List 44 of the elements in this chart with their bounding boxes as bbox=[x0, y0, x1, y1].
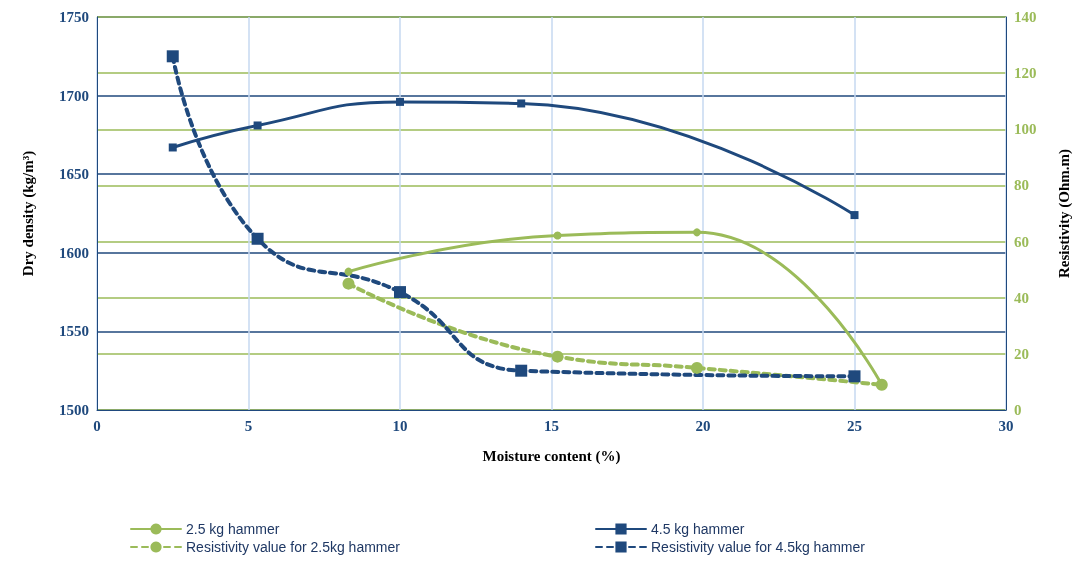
point bbox=[848, 370, 861, 383]
legend-label: 4.5 kg hammer bbox=[651, 521, 745, 537]
y-tick-label: 1750 bbox=[59, 9, 89, 25]
point bbox=[168, 143, 177, 152]
x-tick-label: 5 bbox=[244, 417, 253, 434]
y-tick-label: 1600 bbox=[59, 244, 89, 261]
legend-label: Resistivity value for 4.5kg hammer bbox=[651, 539, 866, 555]
point bbox=[344, 267, 353, 276]
y-axis-title: Dry density (kg/m³) bbox=[19, 150, 37, 277]
point bbox=[692, 228, 701, 237]
y2-axis-title: Resistivity (Ohm.m) bbox=[1055, 148, 1073, 279]
x-tick-label: 20 bbox=[695, 417, 711, 434]
y2-tick-label: 0 bbox=[1014, 402, 1022, 418]
point bbox=[551, 350, 564, 363]
point bbox=[166, 50, 179, 63]
point bbox=[342, 277, 355, 290]
y2-tick-label: 80 bbox=[1014, 177, 1029, 194]
legend-label: 2.5 kg hammer bbox=[186, 521, 280, 537]
point bbox=[517, 99, 526, 108]
point bbox=[396, 97, 404, 106]
point bbox=[690, 361, 703, 374]
legend-label: Resistivity value for 2.5kg hammer bbox=[186, 539, 401, 555]
point bbox=[515, 364, 528, 377]
y-tick-label: 1650 bbox=[59, 166, 89, 183]
y2-tick-label: 20 bbox=[1014, 345, 1029, 362]
y2-tick-label: 120 bbox=[1014, 65, 1037, 82]
point bbox=[394, 286, 406, 299]
point bbox=[850, 211, 859, 220]
point bbox=[251, 232, 264, 245]
y-tick-label: 1550 bbox=[59, 323, 89, 340]
y2-tick-label: 140 bbox=[1014, 9, 1037, 25]
x-tick-label: 10 bbox=[392, 417, 408, 434]
y-tick-label: 1700 bbox=[59, 87, 89, 104]
x-tick-label: 30 bbox=[998, 417, 1014, 434]
x-tick-label: 15 bbox=[544, 417, 559, 434]
y-tick-label: 1500 bbox=[59, 402, 89, 418]
point bbox=[553, 231, 562, 240]
y2-tick-label: 60 bbox=[1014, 233, 1029, 250]
y2-tick-label: 100 bbox=[1014, 121, 1037, 138]
x-tick-label: 25 bbox=[847, 417, 862, 434]
point bbox=[253, 121, 262, 130]
x-tick-label: 0 bbox=[93, 417, 101, 434]
y2-tick-label: 40 bbox=[1014, 289, 1029, 306]
x-axis-title: Moisture content (%) bbox=[482, 447, 621, 465]
